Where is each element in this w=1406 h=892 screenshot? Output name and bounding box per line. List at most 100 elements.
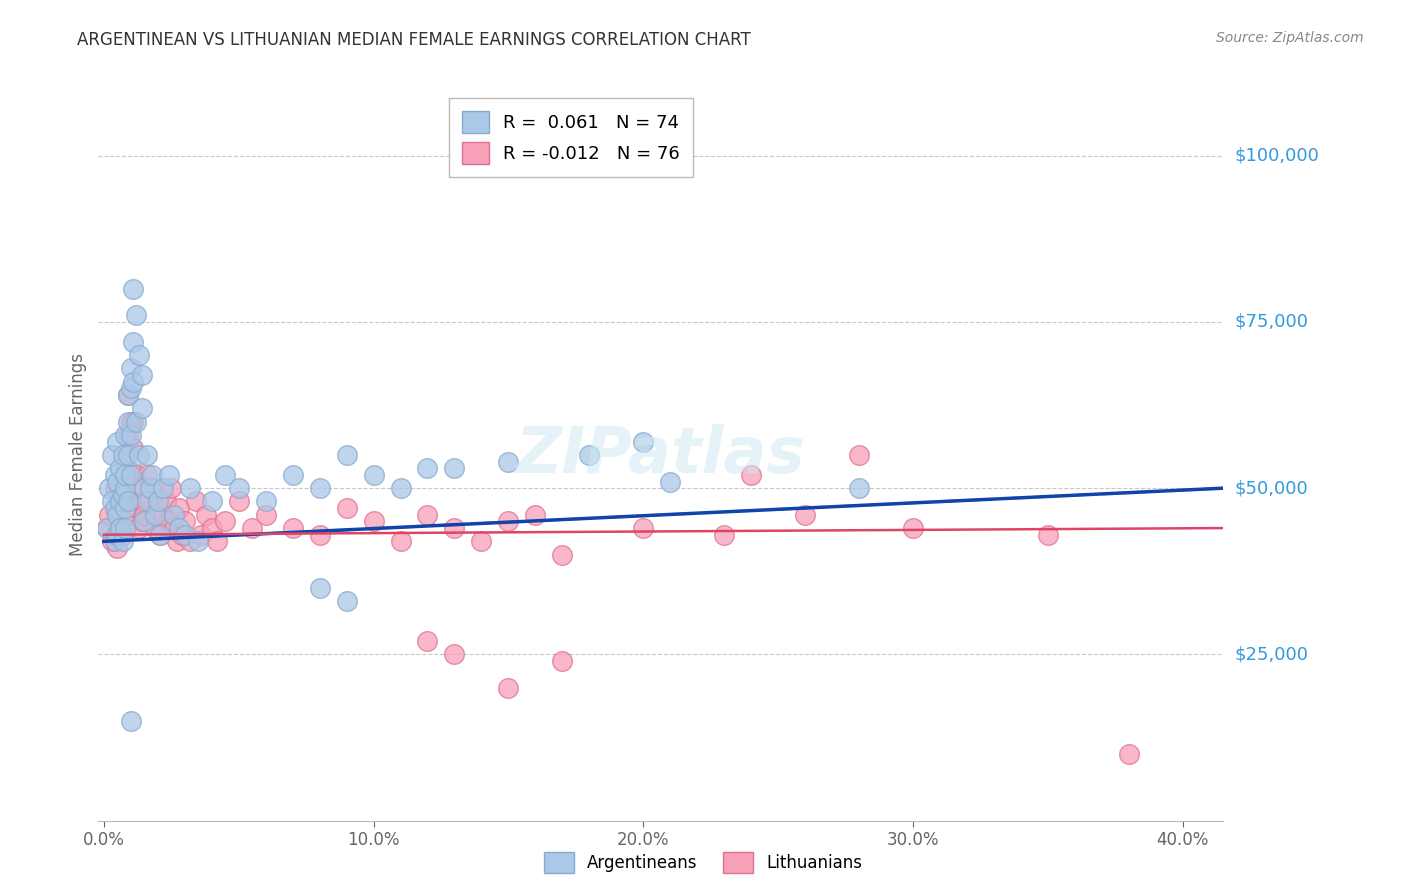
Argentineans [105,508,128,522]
Text: $25,000: $25,000 [1234,646,1309,664]
Argentineans [578,448,600,462]
Lithuanians [122,442,145,456]
Argentineans [169,521,191,535]
Argentineans [157,467,180,482]
Lithuanians [160,481,183,495]
Argentineans [105,434,128,449]
Lithuanians [155,494,177,508]
Lithuanians [149,527,172,541]
Lithuanians [443,648,465,662]
Argentineans [114,521,136,535]
Lithuanians [179,534,201,549]
Argentineans [111,488,134,502]
Argentineans [101,494,124,508]
Lithuanians [633,521,655,535]
Lithuanians [104,481,127,495]
Lithuanians [363,515,385,529]
Lithuanians [134,508,156,522]
Argentineans [114,428,136,442]
Lithuanians [152,508,174,522]
Lithuanians [848,448,870,462]
Lithuanians [146,501,169,516]
Lithuanians [131,494,153,508]
Argentineans [96,521,118,535]
Lithuanians [166,534,188,549]
Argentineans [120,381,142,395]
Text: ZIPatlas: ZIPatlas [516,424,806,486]
Lithuanians [128,521,150,535]
Lithuanians [195,508,218,522]
Lithuanians [108,481,131,495]
Argentineans [228,481,250,495]
Argentineans [363,467,385,482]
Lithuanians [114,481,136,495]
Argentineans [114,481,136,495]
Lithuanians [125,467,148,482]
Argentineans [136,494,159,508]
Lithuanians [128,481,150,495]
Lithuanians [740,467,762,482]
Lithuanians [443,521,465,535]
Lithuanians [114,448,136,462]
Argentineans [104,534,127,549]
Argentineans [105,475,128,489]
Argentineans [659,475,682,489]
Argentineans [117,415,139,429]
Argentineans [335,594,357,608]
Lithuanians [1118,747,1140,761]
Argentineans [187,534,209,549]
Lithuanians [104,527,127,541]
Argentineans [416,461,439,475]
Lithuanians [205,534,228,549]
Lithuanians [163,521,186,535]
Lithuanians [524,508,547,522]
Lithuanians [98,508,121,522]
Lithuanians [105,501,128,516]
Lithuanians [416,634,439,648]
Lithuanians [169,501,191,516]
Argentineans [152,481,174,495]
Text: Source: ZipAtlas.com: Source: ZipAtlas.com [1216,31,1364,45]
Lithuanians [122,415,145,429]
Lithuanians [125,501,148,516]
Lithuanians [713,527,735,541]
Lithuanians [551,654,574,668]
Argentineans [443,461,465,475]
Text: $50,000: $50,000 [1234,479,1308,497]
Argentineans [136,448,159,462]
Lithuanians [173,515,195,529]
Argentineans [104,467,127,482]
Lithuanians [201,521,224,535]
Argentineans [108,521,131,535]
Lithuanians [1036,527,1059,541]
Lithuanians [117,428,139,442]
Argentineans [120,714,142,728]
Lithuanians [120,415,142,429]
Argentineans [108,461,131,475]
Argentineans [848,481,870,495]
Lithuanians [308,527,330,541]
Y-axis label: Median Female Earnings: Median Female Earnings [69,353,87,557]
Legend: R =  0.061   N = 74, R = -0.012   N = 76: R = 0.061 N = 74, R = -0.012 N = 76 [449,98,693,177]
Argentineans [125,415,148,429]
Text: ARGENTINEAN VS LITHUANIAN MEDIAN FEMALE EARNINGS CORRELATION CHART: ARGENTINEAN VS LITHUANIAN MEDIAN FEMALE … [77,31,751,49]
Lithuanians [141,481,163,495]
Argentineans [122,334,145,349]
Argentineans [281,467,304,482]
Lithuanians [111,527,134,541]
Argentineans [128,448,150,462]
Lithuanians [190,527,212,541]
Argentineans [201,494,224,508]
Lithuanians [96,521,118,535]
Lithuanians [120,467,142,482]
Argentineans [120,361,142,376]
Argentineans [111,448,134,462]
Argentineans [633,434,655,449]
Argentineans [122,282,145,296]
Lithuanians [794,508,817,522]
Argentineans [114,501,136,516]
Argentineans [122,375,145,389]
Lithuanians [143,521,166,535]
Argentineans [114,467,136,482]
Lithuanians [105,541,128,555]
